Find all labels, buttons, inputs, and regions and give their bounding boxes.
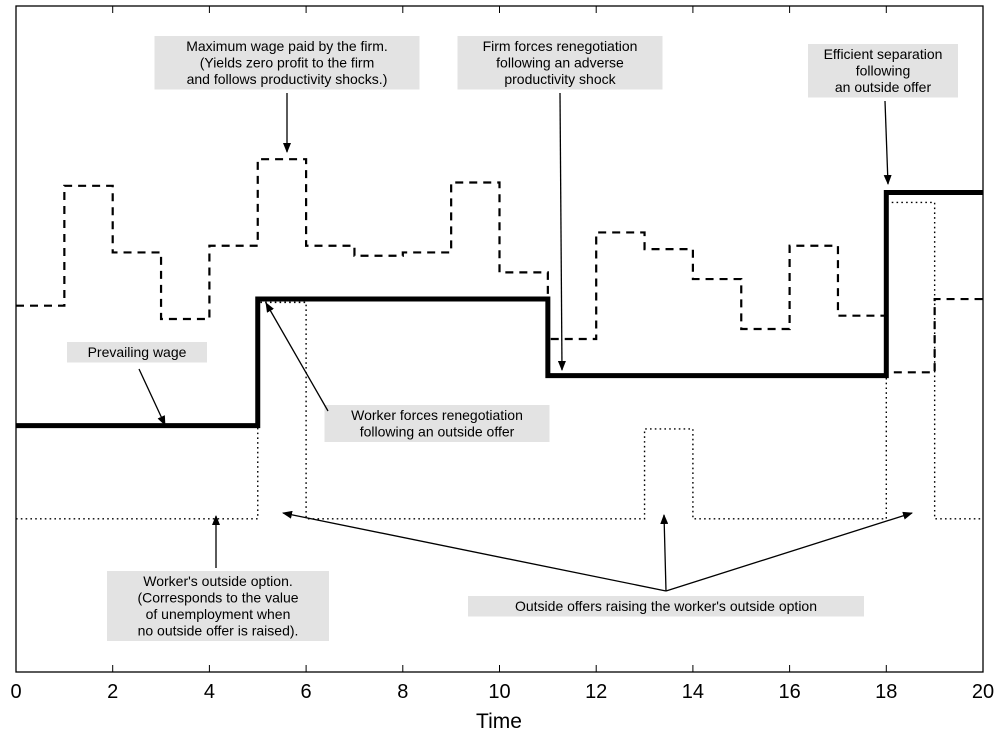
annotation-arrow — [665, 511, 913, 592]
series-line-solid-thick — [16, 189, 983, 429]
annotation-text: (Yields zero profit to the firm — [200, 55, 375, 71]
annotation-arrow — [883, 100, 892, 185]
x-tick-label: 10 — [488, 681, 510, 703]
annotation-text: and follows productivity shocks.) — [187, 71, 388, 87]
annotation-text: following — [856, 63, 910, 79]
annotation-text: Maximum wage paid by the firm. — [186, 38, 388, 54]
annotation-text: of unemployment when — [146, 606, 291, 622]
x-tick-label: 8 — [397, 681, 408, 703]
annotation-arrow — [660, 514, 669, 592]
annotation-box — [67, 342, 207, 363]
annotation-box — [154, 36, 420, 90]
annotation-text: no outside offer is raised). — [138, 623, 299, 639]
annotation-text: Firm forces renegotiation — [483, 38, 638, 54]
annotation-text: an outside offer — [835, 79, 932, 95]
annotation-arrow — [282, 510, 667, 592]
annotation-text: Prevailing wage — [88, 344, 187, 360]
annotation-text: Outside offers raising the worker's outs… — [515, 598, 817, 614]
annotation-arrow — [138, 368, 166, 426]
x-axis-label: Time — [476, 710, 522, 733]
x-tick-label: 2 — [107, 681, 118, 703]
series-layer — [16, 158, 983, 520]
x-tick-label: 12 — [585, 681, 607, 703]
annotation-box — [468, 596, 864, 617]
x-tick-label: 18 — [875, 681, 897, 703]
annotation-box — [457, 36, 663, 90]
annotation-text: (Corresponds to the value — [137, 590, 298, 606]
x-tick-label: 20 — [972, 681, 994, 703]
annotation-text: Efficient separation — [824, 46, 943, 62]
annotation-text: following an outside offer — [360, 424, 515, 440]
x-ticks: 0 2 4 6 8 10 12 14 16 18 20 — [10, 6, 994, 703]
annotation-arrow — [557, 92, 566, 371]
annotation-box — [107, 571, 329, 641]
annotation-text: following an adverse — [496, 55, 624, 71]
x-tick-label: 14 — [682, 681, 704, 703]
annotation-box — [324, 405, 550, 442]
series-line-dashed — [16, 158, 983, 374]
annotation-text: Worker's outside option. — [143, 573, 293, 589]
x-tick-label: 4 — [204, 681, 215, 703]
annotation-arrow — [265, 302, 329, 412]
x-tick-label: 16 — [778, 681, 800, 703]
x-tick-label: 0 — [10, 681, 21, 703]
annotation-text: productivity shock — [504, 71, 616, 87]
annotation-text: Worker forces renegotiation — [351, 407, 523, 423]
annotation-layer: Maximum wage paid by the firm.(Yields ze… — [67, 36, 958, 641]
x-tick-label: 6 — [301, 681, 312, 703]
annotation-box — [808, 44, 958, 98]
